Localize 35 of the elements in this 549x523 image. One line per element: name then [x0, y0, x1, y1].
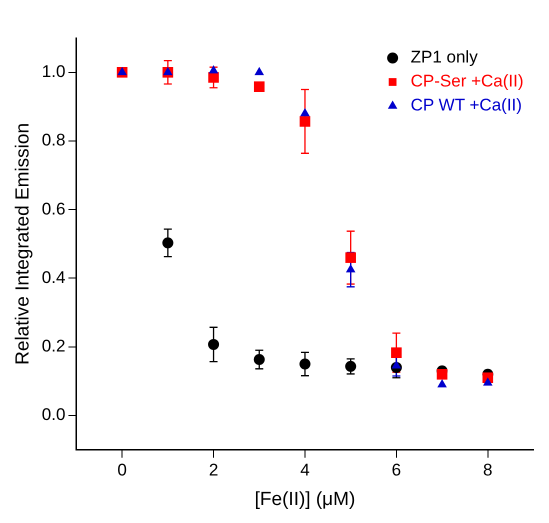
point [300, 108, 310, 116]
point [392, 360, 402, 368]
x-axis-title: [Fe(II)] (μM) [254, 488, 356, 510]
legend-label: CP WT +Ca(II) [410, 96, 522, 115]
point [345, 360, 356, 372]
point [345, 252, 356, 263]
x-tick-label: 4 [300, 460, 310, 480]
point [436, 369, 448, 380]
y-tick-label: 1.0 [42, 62, 66, 82]
point [437, 379, 447, 388]
legend-label: ZP1 only [410, 48, 478, 67]
point [163, 66, 173, 76]
legend-label: CP-Ser +Ca(II) [410, 72, 524, 91]
point [299, 358, 310, 370]
point [483, 377, 493, 386]
point [254, 81, 265, 92]
x-tick-label: 8 [483, 460, 493, 480]
point [117, 66, 127, 76]
y-tick-label: 0.8 [42, 130, 66, 150]
y-axis-title: Relative Integrated Emission [12, 122, 34, 365]
point [254, 66, 264, 76]
y-tick-label: 0.6 [42, 199, 66, 218]
point [162, 237, 174, 248]
x-tick-label: 0 [117, 460, 127, 480]
point [254, 354, 265, 366]
y-tick-label: 0.2 [42, 336, 66, 356]
point [346, 264, 356, 272]
y-tick-label: 0.4 [42, 268, 66, 287]
point [391, 347, 402, 358]
point [300, 116, 310, 127]
point [208, 65, 218, 74]
y-tick-label: 0.0 [42, 405, 66, 424]
x-tick-label: 6 [392, 460, 402, 480]
point [208, 338, 220, 350]
x-tick-label: 2 [208, 460, 218, 480]
